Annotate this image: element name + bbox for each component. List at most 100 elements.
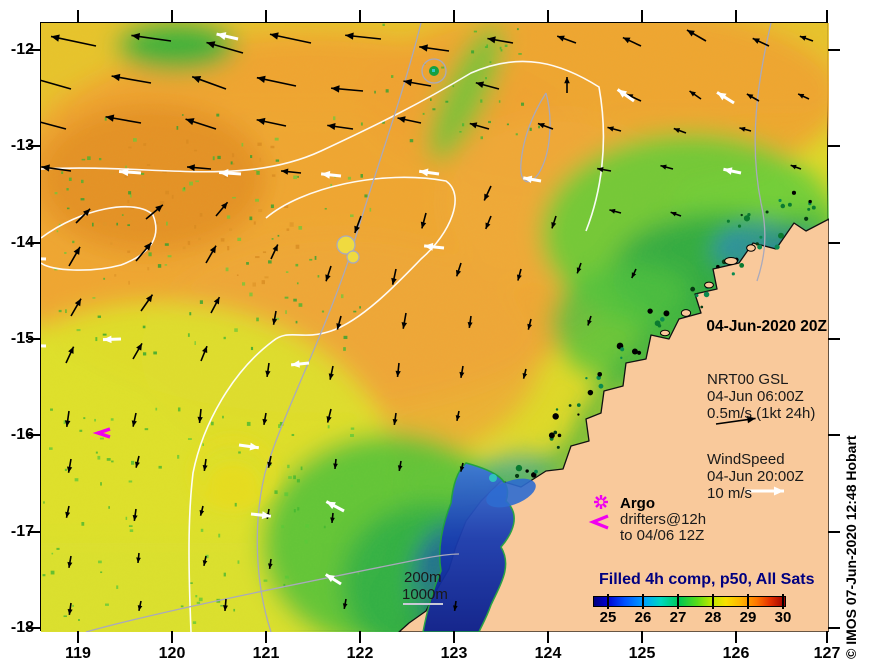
wind-arrow (325, 265, 332, 282)
wind-arrow (746, 93, 760, 102)
wind-arrow (66, 458, 73, 473)
wind-arrow (197, 408, 203, 424)
argo-legend-title: Argo (620, 495, 655, 512)
wind-arrow (330, 512, 335, 524)
sst-field (41, 23, 829, 632)
wind-arrow (269, 32, 312, 44)
wind-arrow (453, 600, 458, 612)
y-axis-label: -13 (10, 137, 34, 155)
y-tick-left (28, 626, 40, 629)
wind-arrow (354, 215, 362, 234)
wind-arrow (391, 268, 397, 285)
wind-arrow (516, 268, 522, 281)
y-tick-left (28, 145, 40, 148)
wind-arrow (262, 412, 268, 425)
wind-arrow (739, 126, 752, 132)
x-axis-label: 122 (346, 645, 374, 662)
x-axis-label: 119 (65, 645, 91, 662)
wind-arrow (469, 122, 490, 130)
x-axis-label: 126 (722, 645, 750, 662)
y-tick-right (828, 49, 840, 51)
colorbar-tick-label: 28 (704, 609, 722, 626)
x-axis-label: 125 (628, 645, 656, 662)
wind-arrow (660, 164, 674, 170)
wind-arrow (797, 93, 810, 100)
imos-credit: © IMOS 07-Jun-2020 12:48 Hobart (843, 435, 859, 659)
y-axis-label: -12 (10, 41, 34, 58)
wind-arrow (131, 412, 137, 427)
wind-arrow (564, 77, 570, 93)
wind-arrow (551, 215, 557, 229)
wind-arrow (689, 90, 702, 100)
wind-arrow (135, 455, 140, 468)
x-tick-bottom (77, 631, 79, 643)
y-tick-right (828, 626, 840, 629)
y-tick-left (28, 530, 40, 533)
wind-arrow (522, 368, 528, 379)
y-tick-left (28, 434, 40, 437)
argo-legend-line2: drifters@12h (620, 511, 707, 528)
x-tick-top (359, 10, 361, 22)
colorbar-tick (677, 594, 679, 609)
colorbar-tick (607, 594, 609, 609)
wind-arrow (267, 455, 273, 468)
colorbar-tick-label: 27 (669, 609, 687, 626)
wind-arrow (271, 310, 278, 325)
reef-marker (429, 66, 439, 76)
wind-arrow (716, 91, 735, 105)
wind-arrow (265, 362, 271, 377)
wind-arrow (41, 344, 47, 348)
wind-arrow (673, 127, 687, 134)
x-tick-top (171, 10, 173, 22)
colorbar-tick (712, 594, 714, 609)
wind-arrow (523, 175, 542, 184)
y-axis-label: -14 (10, 233, 34, 251)
wind-arrow (401, 312, 408, 329)
coastal-islands (514, 190, 816, 478)
wind-arrow (459, 462, 465, 472)
wind-arrow (576, 262, 582, 274)
wind-arrow (105, 114, 142, 124)
x-axis-label: 123 (440, 645, 468, 662)
y-tick-right (828, 337, 840, 340)
gsl-legend-scale: 0.5m/s (1kt 24h) (707, 405, 816, 422)
wind-legend-scale: 10 m/s (707, 485, 753, 502)
wind-arrow (215, 201, 229, 217)
wind-arrow (111, 73, 152, 84)
wind-arrow (467, 315, 473, 328)
y-axis-label: -16 (10, 426, 34, 444)
wind-legend-title: WindSpeed (707, 451, 785, 468)
wind-arrow (723, 167, 742, 175)
x-tick-bottom (826, 631, 828, 643)
wind-arrow (67, 555, 73, 568)
isobath-label-200m: 200m (404, 569, 442, 586)
colorbar-tick (782, 594, 784, 609)
y-tick-right (828, 241, 840, 244)
x-tick-top (453, 10, 455, 22)
wind-arrow (455, 262, 462, 277)
x-tick-top (735, 10, 737, 22)
wind-arrow (118, 168, 142, 177)
x-tick-bottom (735, 631, 737, 643)
y-tick-right (828, 434, 840, 437)
y-tick-left (28, 241, 40, 244)
colorbar-tick-label: 25 (599, 609, 617, 626)
wind-arrow (222, 598, 228, 612)
wind-arrow (397, 460, 403, 471)
wind-arrow (616, 88, 635, 103)
wind-arrow (41, 121, 67, 130)
wind-arrow (256, 75, 297, 87)
wind-arrow (68, 246, 81, 267)
wind-arrow (290, 360, 310, 368)
wind-arrow (609, 208, 622, 214)
wind-arrow (483, 185, 492, 201)
wind-arrow (216, 32, 239, 41)
wind-arrow (132, 508, 138, 521)
y-tick-left (28, 49, 40, 51)
wind-arrow (65, 505, 71, 518)
wind-arrow (487, 36, 514, 44)
wind-arrow (206, 41, 244, 54)
x-tick-bottom (265, 631, 267, 643)
colorbar-tick (642, 594, 644, 609)
